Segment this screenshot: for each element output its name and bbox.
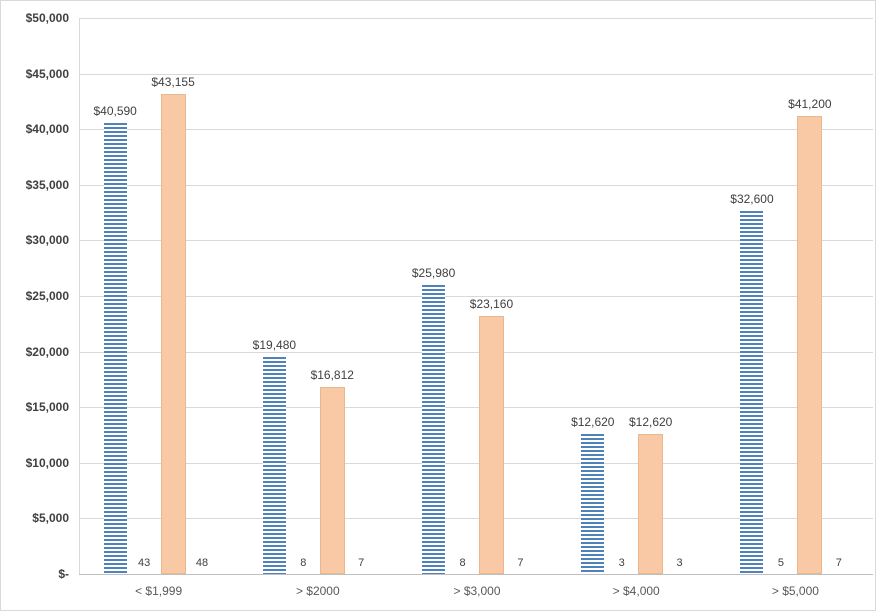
count-data-label: 3: [618, 557, 625, 569]
bar-amount-blue: [740, 211, 764, 574]
y-axis-tick-label: $40,000: [25, 122, 69, 137]
y-axis-tick-label: $5,000: [32, 511, 69, 526]
value-data-label: $12,620: [628, 414, 673, 429]
value-data-label: $16,812: [310, 368, 354, 383]
y-axis-tick-label: $-: [58, 567, 69, 581]
x-axis-category-label: < $1,999: [135, 584, 183, 598]
y-axis-tick-label: $45,000: [25, 66, 69, 81]
bar-amount-blue: [262, 357, 286, 574]
value-data-label: $40,590: [93, 103, 137, 118]
count-data-label: 3: [676, 557, 683, 569]
bar-amount-blue: [581, 433, 605, 574]
value-data-label: $19,480: [252, 338, 297, 353]
count-data-label: 43: [138, 557, 151, 569]
count-data-label: 7: [517, 557, 524, 569]
bar-amount-peach: [478, 316, 504, 574]
gridline: [79, 240, 873, 242]
y-axis-line: [79, 18, 80, 574]
x-axis-category-label: > $2000: [295, 584, 340, 598]
gridline: [79, 462, 873, 464]
bar-amount-peach: [319, 387, 345, 574]
y-axis-tick-label: $30,000: [25, 233, 69, 248]
value-data-label: $32,600: [730, 192, 774, 207]
count-data-label: 5: [777, 557, 784, 569]
bar-amount-blue: [422, 285, 446, 574]
bar-amount-peach: [160, 94, 186, 574]
gridline: [79, 18, 873, 19]
x-axis-category-label: > $3,000: [453, 584, 501, 598]
gridline: [79, 351, 873, 353]
gridline: [79, 407, 873, 409]
x-axis-category-label: > $4,000: [612, 584, 660, 598]
x-axis-line: [79, 574, 873, 575]
gridline: [79, 296, 873, 297]
count-data-label: 48: [195, 557, 209, 569]
value-data-label: $12,620: [571, 414, 615, 429]
count-data-label: 8: [300, 557, 307, 569]
value-data-label: $43,155: [151, 75, 195, 90]
y-axis-tick-label: $25,000: [25, 289, 69, 303]
gridline: [79, 129, 873, 131]
count-data-label: 7: [835, 557, 842, 569]
value-data-label: $25,980: [411, 266, 456, 281]
y-axis-tick-label: $15,000: [25, 400, 69, 415]
count-data-label: 8: [459, 557, 466, 569]
x-axis-category-label: > $5,000: [771, 584, 819, 598]
bar-amount-peach: [797, 115, 823, 574]
value-data-label: $23,160: [469, 297, 514, 312]
y-axis-tick-label: $20,000: [25, 344, 69, 359]
value-data-label: $41,200: [788, 96, 832, 111]
bar-amount-peach: [638, 433, 664, 574]
gridline: [79, 184, 873, 186]
bar-amount-blue: [103, 122, 127, 574]
y-axis-tick-label: $10,000: [25, 455, 69, 470]
gridline: [79, 518, 873, 520]
y-axis-tick-label: $50,000: [25, 11, 69, 25]
count-data-label: 7: [358, 557, 365, 569]
y-axis-tick-label: $35,000: [25, 177, 69, 192]
gridline: [79, 73, 873, 75]
